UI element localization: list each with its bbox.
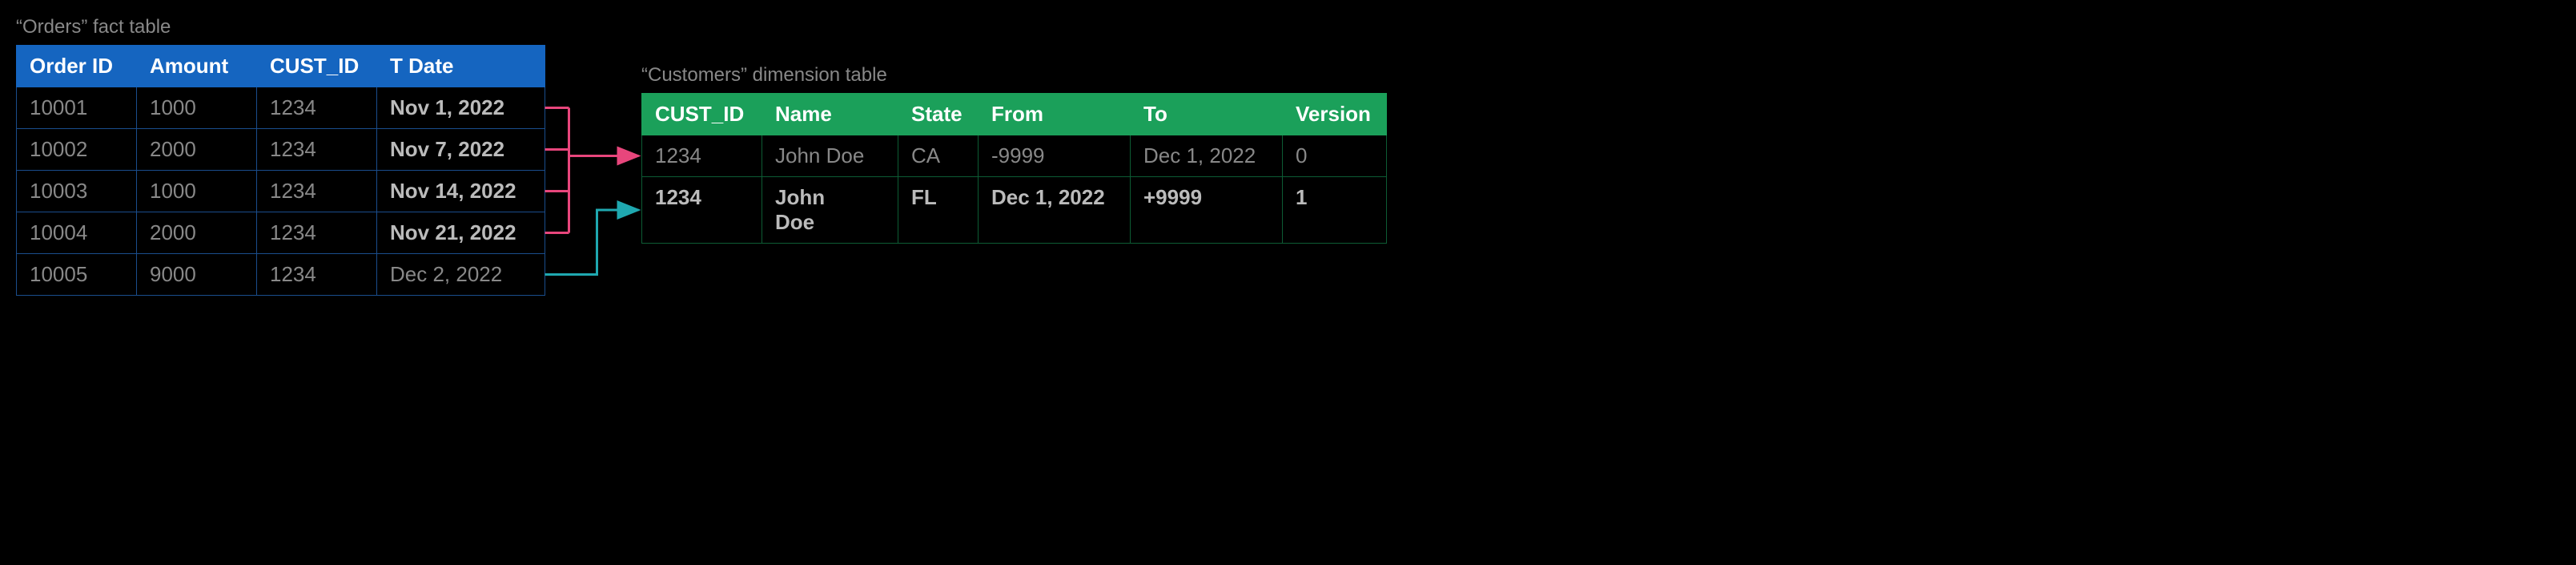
orders-col-amount: Amount xyxy=(137,46,257,87)
orders-cell-order-id: 10002 xyxy=(17,129,137,171)
orders-cell-order-id: 10001 xyxy=(17,87,137,129)
orders-cell-t-date: Nov 7, 2022 xyxy=(377,129,545,171)
customers-cell-version: 0 xyxy=(1283,135,1387,177)
customers-col-cust-id: CUST_ID xyxy=(642,94,762,135)
customers-cell-to: +9999 xyxy=(1131,177,1283,244)
orders-col-order-id: Order ID xyxy=(17,46,137,87)
orders-cell-amount: 9000 xyxy=(137,254,257,296)
customers-cell-state: CA xyxy=(898,135,979,177)
customers-col-to: To xyxy=(1131,94,1283,135)
customers-col-name: Name xyxy=(762,94,898,135)
customers-cell-to: Dec 1, 2022 xyxy=(1131,135,1283,177)
orders-fact-table: Order ID Amount CUST_ID T Date 100011000… xyxy=(16,45,545,296)
orders-row: 1000110001234Nov 1, 2022 xyxy=(17,87,545,129)
customers-dim-table: CUST_ID Name State From To Version 1234J… xyxy=(641,93,1387,244)
orders-fact-block: “Orders” fact table Order ID Amount CUST… xyxy=(16,16,545,296)
orders-cell-amount: 1000 xyxy=(137,87,257,129)
orders-cell-amount: 2000 xyxy=(137,129,257,171)
orders-cell-t-date: Nov 14, 2022 xyxy=(377,171,545,212)
orders-cell-order-id: 10004 xyxy=(17,212,137,254)
customers-row: 1234JohnDoeFLDec 1, 2022+99991 xyxy=(642,177,1387,244)
connector-arrow-teal xyxy=(545,210,639,275)
customers-col-version: Version xyxy=(1283,94,1387,135)
orders-col-t-date: T Date xyxy=(377,46,545,87)
orders-cell-t-date: Nov 21, 2022 xyxy=(377,212,545,254)
orders-cell-t-date: Nov 1, 2022 xyxy=(377,87,545,129)
customers-caption: “Customers” dimension table xyxy=(641,64,1387,87)
customers-cell-name: John Doe xyxy=(762,135,898,177)
orders-cell-cust-id: 1234 xyxy=(257,129,377,171)
orders-row: 1000310001234Nov 14, 2022 xyxy=(17,171,545,212)
orders-cell-cust-id: 1234 xyxy=(257,212,377,254)
orders-cell-cust-id: 1234 xyxy=(257,87,377,129)
customers-col-state: State xyxy=(898,94,979,135)
orders-cell-cust-id: 1234 xyxy=(257,254,377,296)
orders-col-cust-id: CUST_ID xyxy=(257,46,377,87)
orders-cell-order-id: 10003 xyxy=(17,171,137,212)
orders-caption: “Orders” fact table xyxy=(16,16,545,38)
orders-row: 1000420001234Nov 21, 2022 xyxy=(17,212,545,254)
customers-cell-from: -9999 xyxy=(979,135,1131,177)
customers-cell-version: 1 xyxy=(1283,177,1387,244)
customers-cell-cust-id: 1234 xyxy=(642,177,762,244)
orders-cell-t-date: Dec 2, 2022 xyxy=(377,254,545,296)
orders-cell-amount: 2000 xyxy=(137,212,257,254)
customers-cell-state: FL xyxy=(898,177,979,244)
customers-cell-name: JohnDoe xyxy=(762,177,898,244)
customers-col-from: From xyxy=(979,94,1131,135)
customers-dim-block: “Customers” dimension table CUST_ID Name… xyxy=(641,64,1387,244)
orders-row: 1000590001234Dec 2, 2022 xyxy=(17,254,545,296)
customers-cell-from: Dec 1, 2022 xyxy=(979,177,1131,244)
customers-row: 1234John DoeCA-9999Dec 1, 20220 xyxy=(642,135,1387,177)
orders-cell-amount: 1000 xyxy=(137,171,257,212)
customers-cell-cust-id: 1234 xyxy=(642,135,762,177)
orders-cell-cust-id: 1234 xyxy=(257,171,377,212)
orders-row: 1000220001234Nov 7, 2022 xyxy=(17,129,545,171)
orders-cell-order-id: 10005 xyxy=(17,254,137,296)
